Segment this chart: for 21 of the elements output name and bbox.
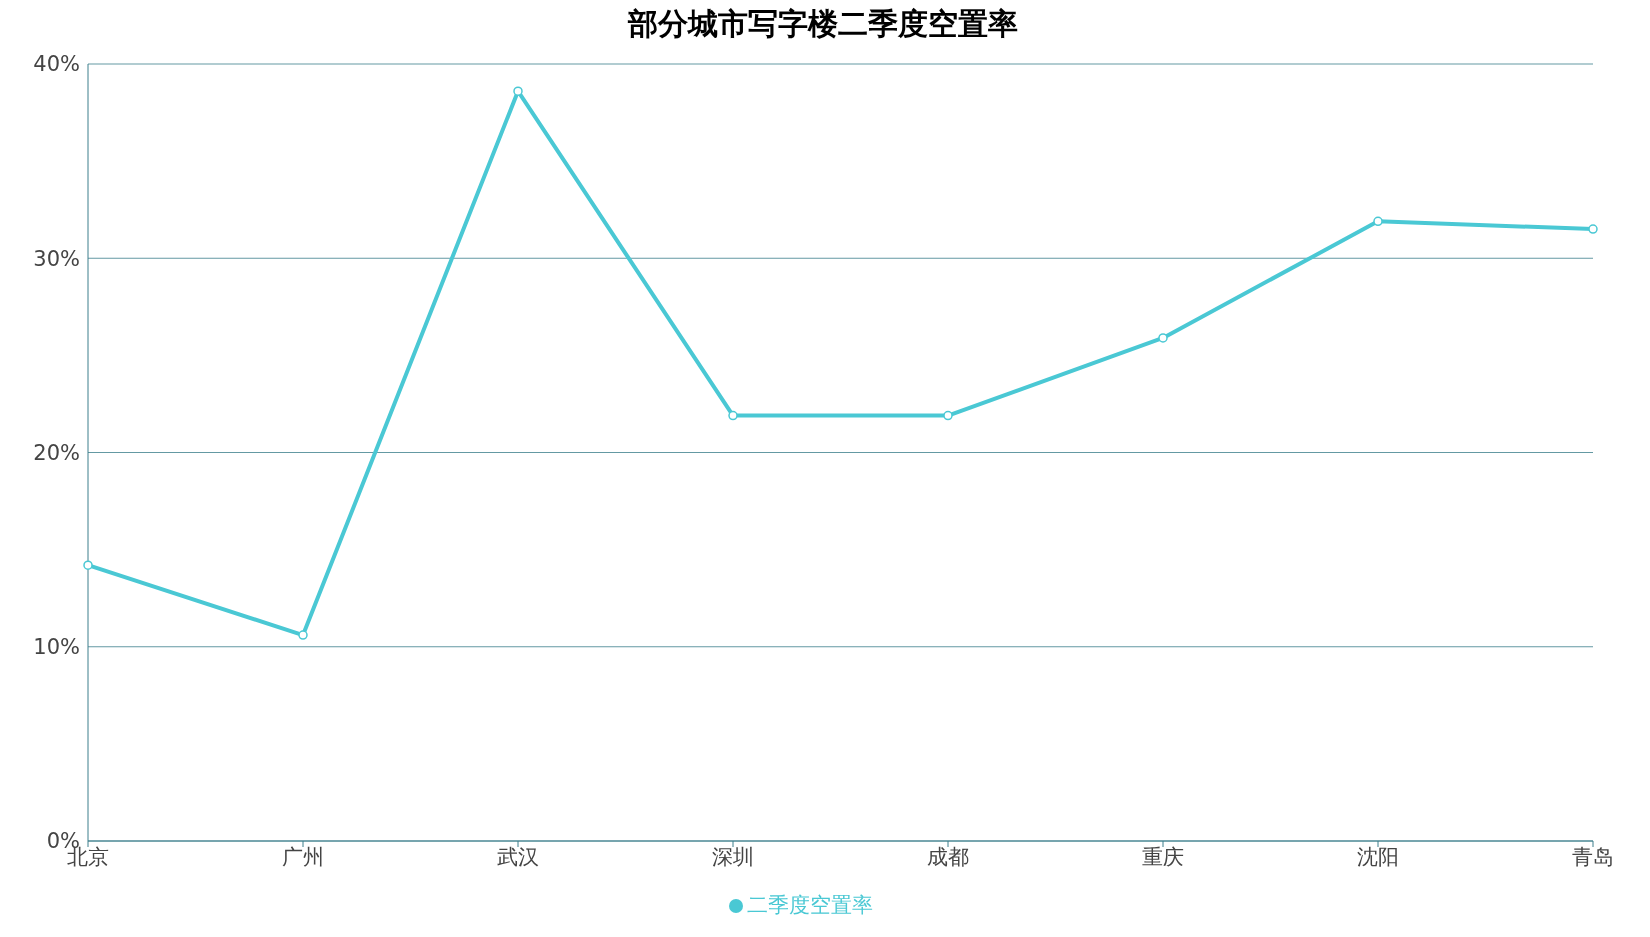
- x-tick-label: 武汉: [497, 844, 539, 869]
- x-tick-label: 重庆: [1142, 844, 1184, 869]
- y-tick-label: 10%: [33, 635, 80, 660]
- y-tick-label: 20%: [33, 440, 80, 465]
- point: [513, 86, 523, 96]
- x-tick-label: 深圳: [712, 844, 754, 869]
- x-tick-label: 广州: [282, 844, 324, 869]
- x-tick-label: 青岛: [1572, 844, 1614, 869]
- x-tick-label: 成都: [927, 844, 969, 869]
- legend-label: 二季度空置率: [746, 893, 873, 917]
- point: [1158, 333, 1168, 343]
- y-tick-label: 30%: [33, 246, 80, 271]
- point: [728, 410, 738, 421]
- point: [1373, 216, 1383, 227]
- point: [83, 560, 93, 570]
- point: [298, 630, 308, 640]
- chart-title: 部分城市写字楼二季度空置率: [626, 5, 1019, 43]
- point: [943, 410, 953, 421]
- x-tick-label: 沈阳: [1357, 844, 1399, 869]
- point: [1588, 224, 1598, 234]
- y-tick-label: 40%: [33, 52, 80, 77]
